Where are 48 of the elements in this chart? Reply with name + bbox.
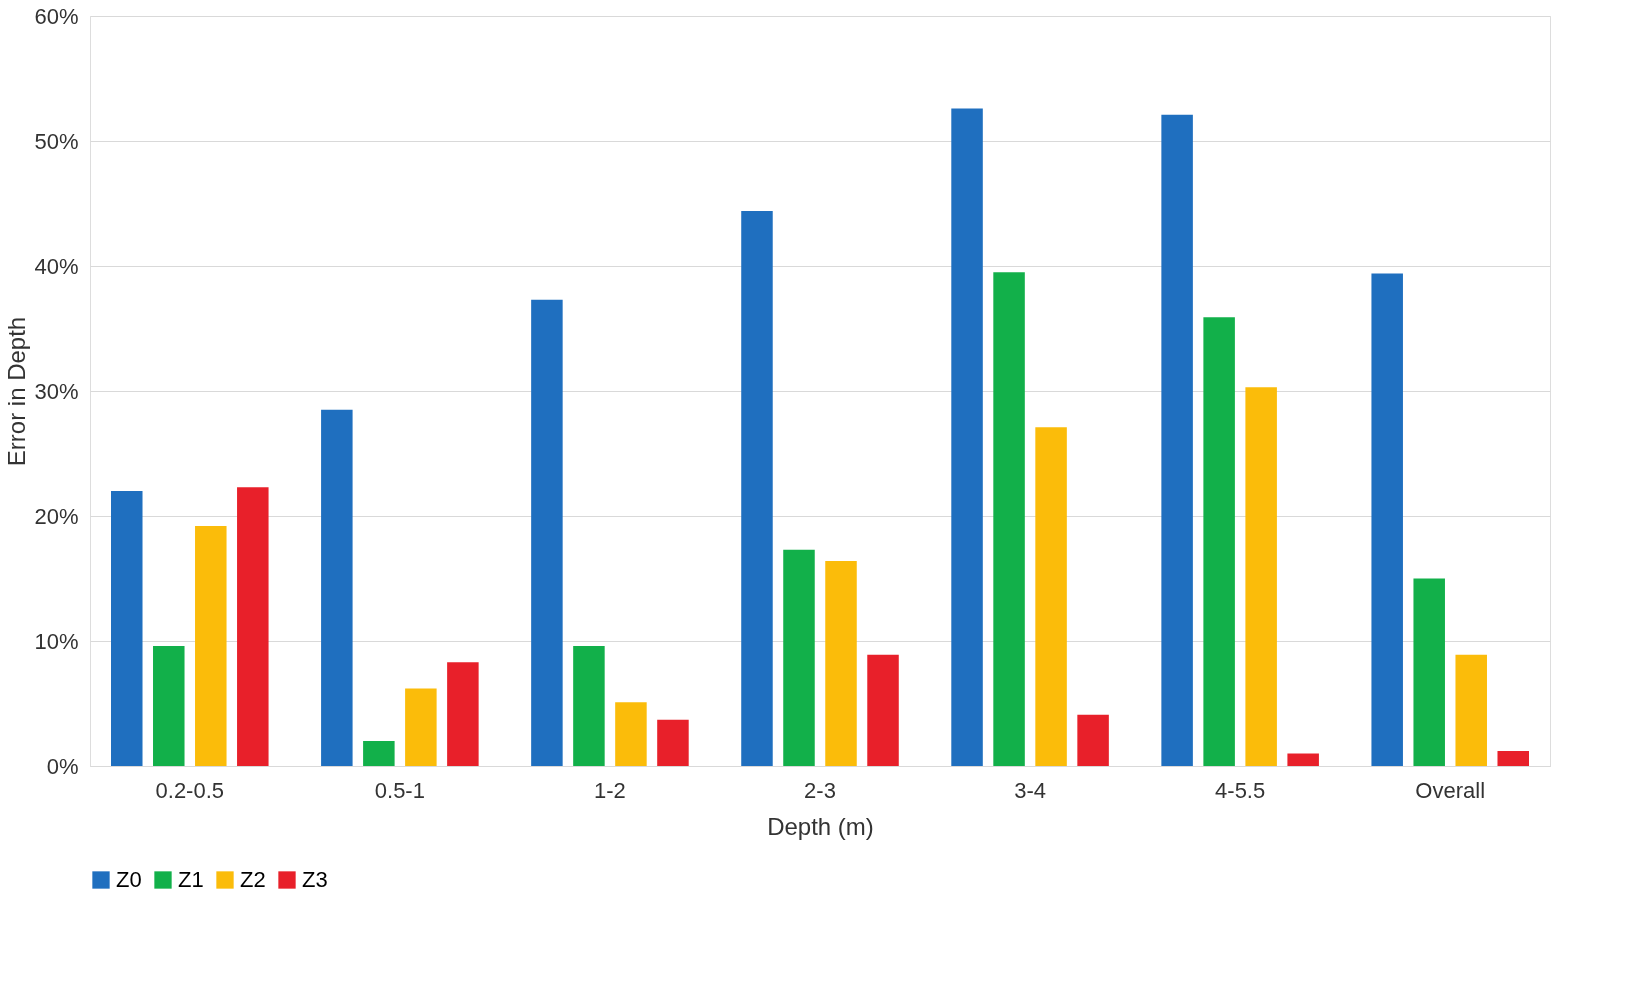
legend-label: Z2 (240, 867, 266, 892)
bar (363, 741, 395, 766)
bar (1287, 753, 1319, 766)
y-tick-label: 60% (34, 3, 79, 29)
bar (321, 409, 353, 766)
legend-label: Z0 (116, 867, 142, 892)
bar (405, 688, 437, 766)
bar (153, 646, 185, 766)
y-tick-label: 40% (34, 253, 79, 279)
bar (573, 646, 605, 766)
legend-label: Z3 (302, 867, 328, 892)
x-tick-label: 0.5-1 (374, 777, 425, 803)
y-axis-title: Error in Depth (3, 316, 31, 467)
y-tick-label: 30% (34, 378, 79, 404)
bar (1203, 317, 1235, 766)
x-axis-title: Depth (m) (767, 812, 874, 840)
bar (993, 272, 1025, 766)
legend-label: Z1 (178, 867, 204, 892)
y-tick-label: 10% (34, 628, 79, 654)
bar (111, 491, 143, 766)
bar (1455, 654, 1487, 766)
bar (867, 654, 899, 766)
bar (951, 108, 983, 766)
x-tick-label: 0.2-0.5 (155, 777, 225, 803)
x-tick-label: 3-4 (1014, 777, 1046, 803)
bar (531, 299, 563, 766)
bar (195, 526, 227, 766)
x-tick-label: 2-3 (804, 777, 836, 803)
bar (1497, 751, 1529, 766)
bar (1245, 387, 1277, 766)
bar (615, 702, 647, 766)
bar (1413, 578, 1445, 766)
x-tick-label: 4-5.5 (1215, 777, 1266, 803)
bar (783, 549, 815, 766)
bar (741, 211, 773, 766)
y-tick-label: 0% (46, 753, 79, 779)
bar (657, 719, 689, 766)
bar (447, 662, 479, 766)
bar (825, 561, 857, 766)
bar (1161, 114, 1193, 766)
x-tick-label: Overall (1415, 777, 1486, 803)
bar (1035, 427, 1067, 766)
bar (237, 487, 269, 766)
x-tick-label: 1-2 (594, 777, 626, 803)
bar (1077, 714, 1109, 766)
bar (1371, 273, 1403, 766)
y-tick-label: 50% (34, 128, 79, 154)
y-tick-label: 20% (34, 503, 79, 529)
